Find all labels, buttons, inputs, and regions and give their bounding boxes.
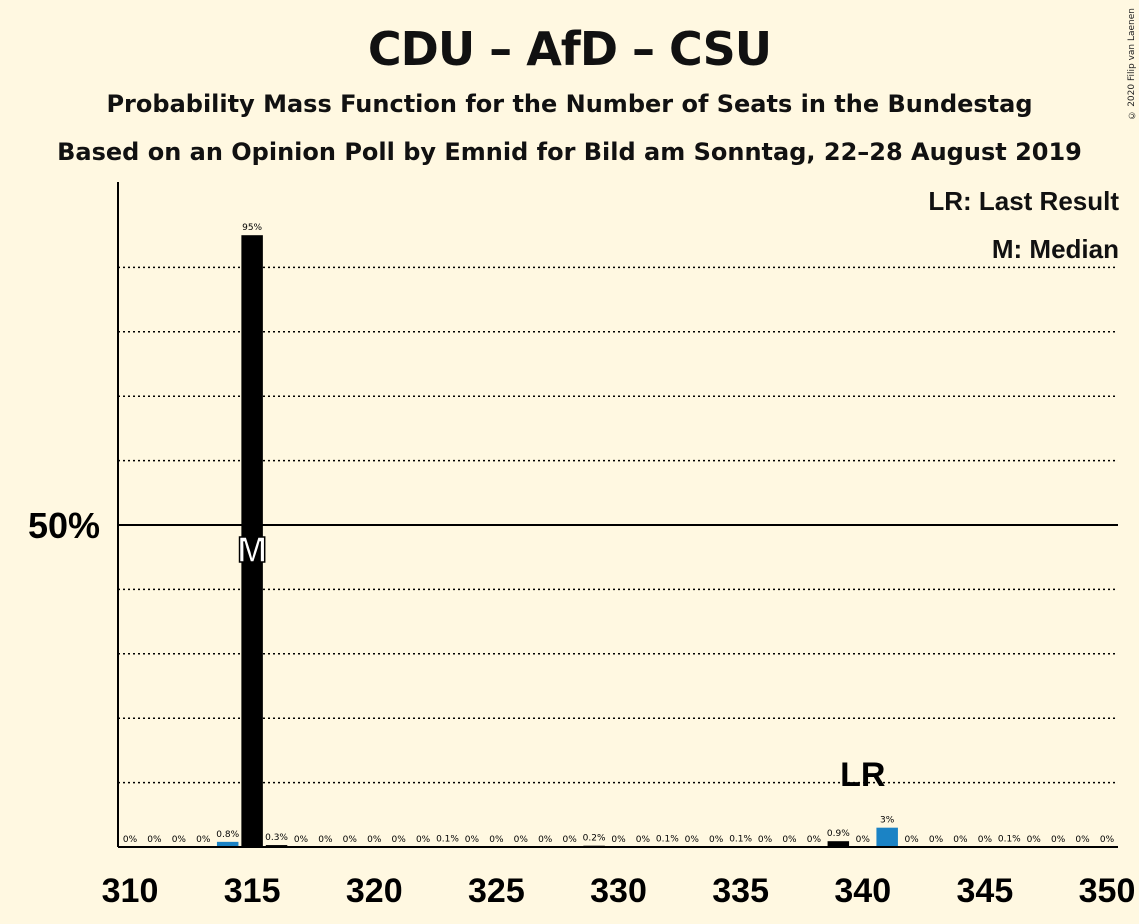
x-tick-330: 330	[590, 872, 647, 910]
chart-source-subtitle: Based on an Opinion Poll by Emnid for Bi…	[57, 138, 1082, 166]
bar-label-313: 0%	[196, 835, 211, 845]
legend-median: M: Median	[991, 234, 1119, 264]
bar-label-338: 0%	[807, 835, 822, 845]
chart-title: CDU – AfD – CSU	[367, 22, 772, 76]
bar-label-317: 0%	[294, 835, 309, 845]
bar-label-318: 0%	[318, 835, 333, 845]
median-marker: M	[237, 529, 267, 570]
bar-label-343: 0%	[929, 835, 944, 845]
bar-label-346: 0.1%	[998, 834, 1021, 844]
bar-label-327: 0%	[538, 835, 553, 845]
bar-label-324: 0%	[465, 835, 480, 845]
bar-314	[216, 841, 239, 847]
bar-label-332: 0.1%	[656, 834, 679, 844]
bar-label-341: 3%	[880, 816, 895, 826]
bar-label-320: 0%	[367, 835, 382, 845]
bar-label-334: 0%	[709, 835, 724, 845]
bar-label-326: 0%	[514, 835, 529, 845]
x-tick-labels: 310 315 320 325 330 335 340 345 350	[102, 872, 1136, 910]
bar-label-337: 0%	[782, 835, 797, 845]
x-tick-350: 350	[1079, 872, 1136, 910]
bar-label-322: 0%	[416, 835, 431, 845]
bar-label-329: 0.2%	[583, 834, 606, 844]
bar-label-319: 0%	[343, 835, 358, 845]
bar-label-323: 0.1%	[436, 834, 459, 844]
x-tick-315: 315	[224, 872, 281, 910]
bar-label-316: 0.3%	[265, 833, 288, 843]
bar-label-348: 0%	[1051, 835, 1066, 845]
bar-label-349: 0%	[1075, 835, 1090, 845]
bar-label-331: 0%	[636, 835, 651, 845]
gridlines	[118, 266, 1118, 784]
x-tick-345: 345	[957, 872, 1014, 910]
bar-label-311: 0%	[147, 835, 162, 845]
bar-label-339: 0.9%	[827, 829, 850, 839]
bar-label-315: 95%	[242, 223, 262, 233]
bar-label-325: 0%	[489, 835, 504, 845]
bar-label-342: 0%	[904, 835, 919, 845]
y-tick-label-50: 50%	[28, 505, 100, 546]
x-tick-335: 335	[712, 872, 769, 910]
bar-label-344: 0%	[953, 835, 968, 845]
bar-label-345: 0%	[978, 835, 993, 845]
bar-labels: 0% 0% 0% 0% 0.8% 95% 0.3% 0% 0% 0% 0% 0% 0% 0.1% 0% 0% 0…	[123, 223, 1115, 845]
bar-label-328: 0%	[563, 835, 578, 845]
bar-315	[241, 235, 263, 847]
legend-last-result: LR: Last Result	[928, 186, 1119, 216]
bar-label-336: 0%	[758, 835, 773, 845]
x-tick-325: 325	[468, 872, 525, 910]
bar-label-350: 0%	[1100, 835, 1115, 845]
last-result-marker: LR	[840, 756, 885, 794]
bar-339	[827, 841, 850, 847]
x-tick-310: 310	[102, 872, 159, 910]
bar-label-321: 0%	[392, 835, 407, 845]
bars	[216, 235, 1021, 847]
bar-label-335: 0.1%	[729, 834, 752, 844]
bar-label-330: 0%	[611, 835, 626, 845]
bar-label-333: 0%	[685, 835, 700, 845]
bar-label-340: 0%	[856, 835, 871, 845]
bar-label-310: 0%	[123, 835, 138, 845]
bar-label-312: 0%	[172, 835, 187, 845]
bar-341	[876, 827, 898, 847]
chart-subtitle: Probability Mass Function for the Number…	[106, 90, 1033, 118]
x-tick-340: 340	[834, 872, 891, 910]
bar-label-347: 0%	[1027, 835, 1042, 845]
x-tick-320: 320	[346, 872, 403, 910]
bar-label-314: 0.8%	[216, 830, 239, 840]
